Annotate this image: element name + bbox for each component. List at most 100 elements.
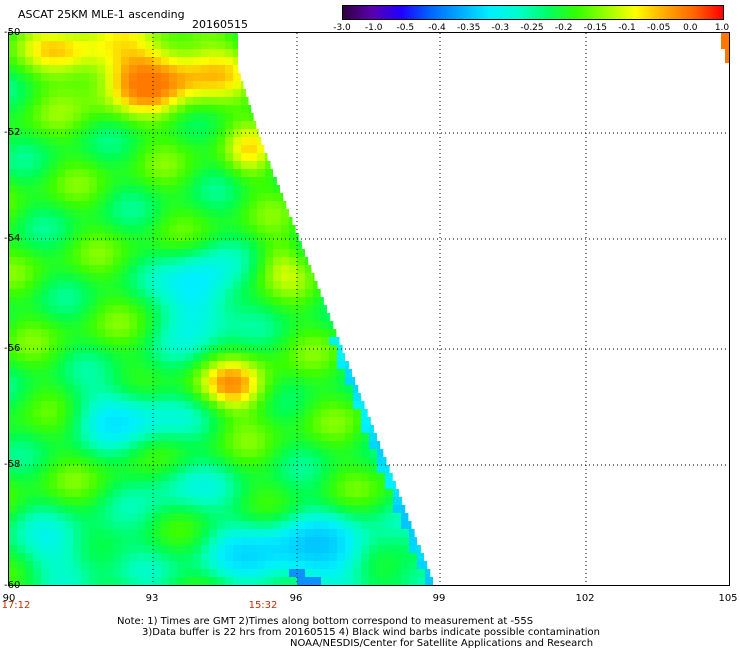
- swath-cell: [313, 545, 321, 553]
- swath-cell: [169, 89, 177, 97]
- swath-cell: [169, 137, 177, 145]
- swath-cell: [17, 489, 25, 497]
- lat-label-56: -56: [4, 343, 21, 354]
- swath-cell: [121, 425, 129, 433]
- swath-cell: [233, 377, 241, 385]
- swath-cell: [41, 217, 49, 225]
- swath-cell: [89, 289, 97, 297]
- swath-cell: [89, 305, 97, 313]
- swath-cell: [89, 169, 97, 177]
- swath-cell: [105, 65, 113, 73]
- swath-cell: [137, 353, 145, 361]
- swath-cell: [97, 337, 105, 345]
- swath-cell: [129, 449, 137, 457]
- swath-cell: [313, 393, 321, 401]
- swath-cell: [33, 249, 41, 257]
- swath-cell: [9, 537, 17, 545]
- swath-cell: [321, 329, 329, 337]
- swath-cell: [129, 329, 137, 337]
- swath-cell: [177, 321, 185, 329]
- swath-cell: [313, 337, 321, 345]
- swath-cell: [161, 313, 169, 321]
- swath-cell: [89, 329, 97, 337]
- swath-cell: [9, 425, 17, 433]
- swath-cell: [153, 305, 161, 313]
- swath-cell: [185, 385, 193, 393]
- swath-cell: [297, 409, 305, 417]
- swath-cell: [393, 513, 401, 521]
- swath-cell: [345, 369, 353, 377]
- swath-cell: [65, 105, 73, 113]
- swath-cell: [241, 457, 249, 465]
- swath-cell: [161, 329, 169, 337]
- swath-cell: [217, 249, 225, 257]
- swath-cell: [177, 193, 185, 201]
- swath-cell: [289, 425, 297, 433]
- swath-cell: [49, 489, 57, 497]
- swath-cell: [49, 433, 57, 441]
- swath-cell: [57, 489, 65, 497]
- swath-cell: [57, 57, 65, 65]
- swath-cell: [73, 193, 81, 201]
- swath-cell: [65, 233, 73, 241]
- swath-cell: [265, 153, 268, 161]
- swath-cell: [9, 513, 17, 521]
- swath-cell: [249, 305, 257, 313]
- swath-cell: [217, 305, 225, 313]
- swath-cell: [73, 97, 81, 105]
- swath-cell: [145, 401, 153, 409]
- swath-cell: [97, 169, 105, 177]
- swath-cell: [153, 545, 161, 553]
- swath-cell: [297, 505, 305, 513]
- swath-cell: [257, 385, 265, 393]
- swath-cell: [305, 425, 313, 433]
- swath-cell: [129, 313, 137, 321]
- swath-cell: [217, 457, 225, 465]
- swath-cell: [289, 465, 297, 473]
- swath-cell: [113, 185, 121, 193]
- swath-cell: [209, 289, 217, 297]
- swath-cell: [41, 201, 49, 209]
- swath-cell: [9, 569, 17, 577]
- swath-cell: [33, 57, 41, 65]
- swath-cell: [385, 529, 393, 537]
- swath-cell: [81, 497, 89, 505]
- swath-cell: [73, 297, 81, 305]
- swath-cell: [121, 161, 129, 169]
- swath-cell: [9, 177, 17, 185]
- swath-cell: [73, 569, 81, 577]
- swath-cell: [369, 561, 377, 569]
- swath-cell: [169, 49, 177, 57]
- swath-cell: [321, 497, 329, 505]
- swath-cell: [153, 49, 161, 57]
- swath-cell: [177, 393, 185, 401]
- swath-cell: [217, 41, 225, 49]
- swath-cell: [25, 577, 33, 585]
- swath-cell: [233, 441, 241, 449]
- swath-cell: [217, 433, 225, 441]
- swath-cell: [169, 305, 177, 313]
- swath-cell: [73, 425, 81, 433]
- swath-cell: [233, 481, 241, 489]
- swath-cell: [201, 545, 209, 553]
- swath-cell: [193, 473, 201, 481]
- swath-cell: [129, 41, 137, 49]
- swath-cell: [297, 265, 305, 273]
- swath-cell: [209, 249, 217, 257]
- swath-cell: [193, 153, 201, 161]
- swath-cell: [281, 353, 289, 361]
- swath-cell: [33, 177, 41, 185]
- swath-cell: [113, 97, 121, 105]
- swath-cell: [305, 353, 313, 361]
- swath-cell: [193, 553, 201, 561]
- swath-cell: [153, 105, 161, 113]
- swath-cell: [193, 65, 201, 73]
- swath-cell: [289, 449, 297, 457]
- swath-cell: [25, 321, 33, 329]
- swath-cell: [129, 193, 137, 201]
- swath-cell: [321, 457, 329, 465]
- swath-cell: [113, 41, 121, 49]
- swath-cell: [265, 305, 273, 313]
- swath-cell: [137, 449, 145, 457]
- swath-cell: [217, 225, 225, 233]
